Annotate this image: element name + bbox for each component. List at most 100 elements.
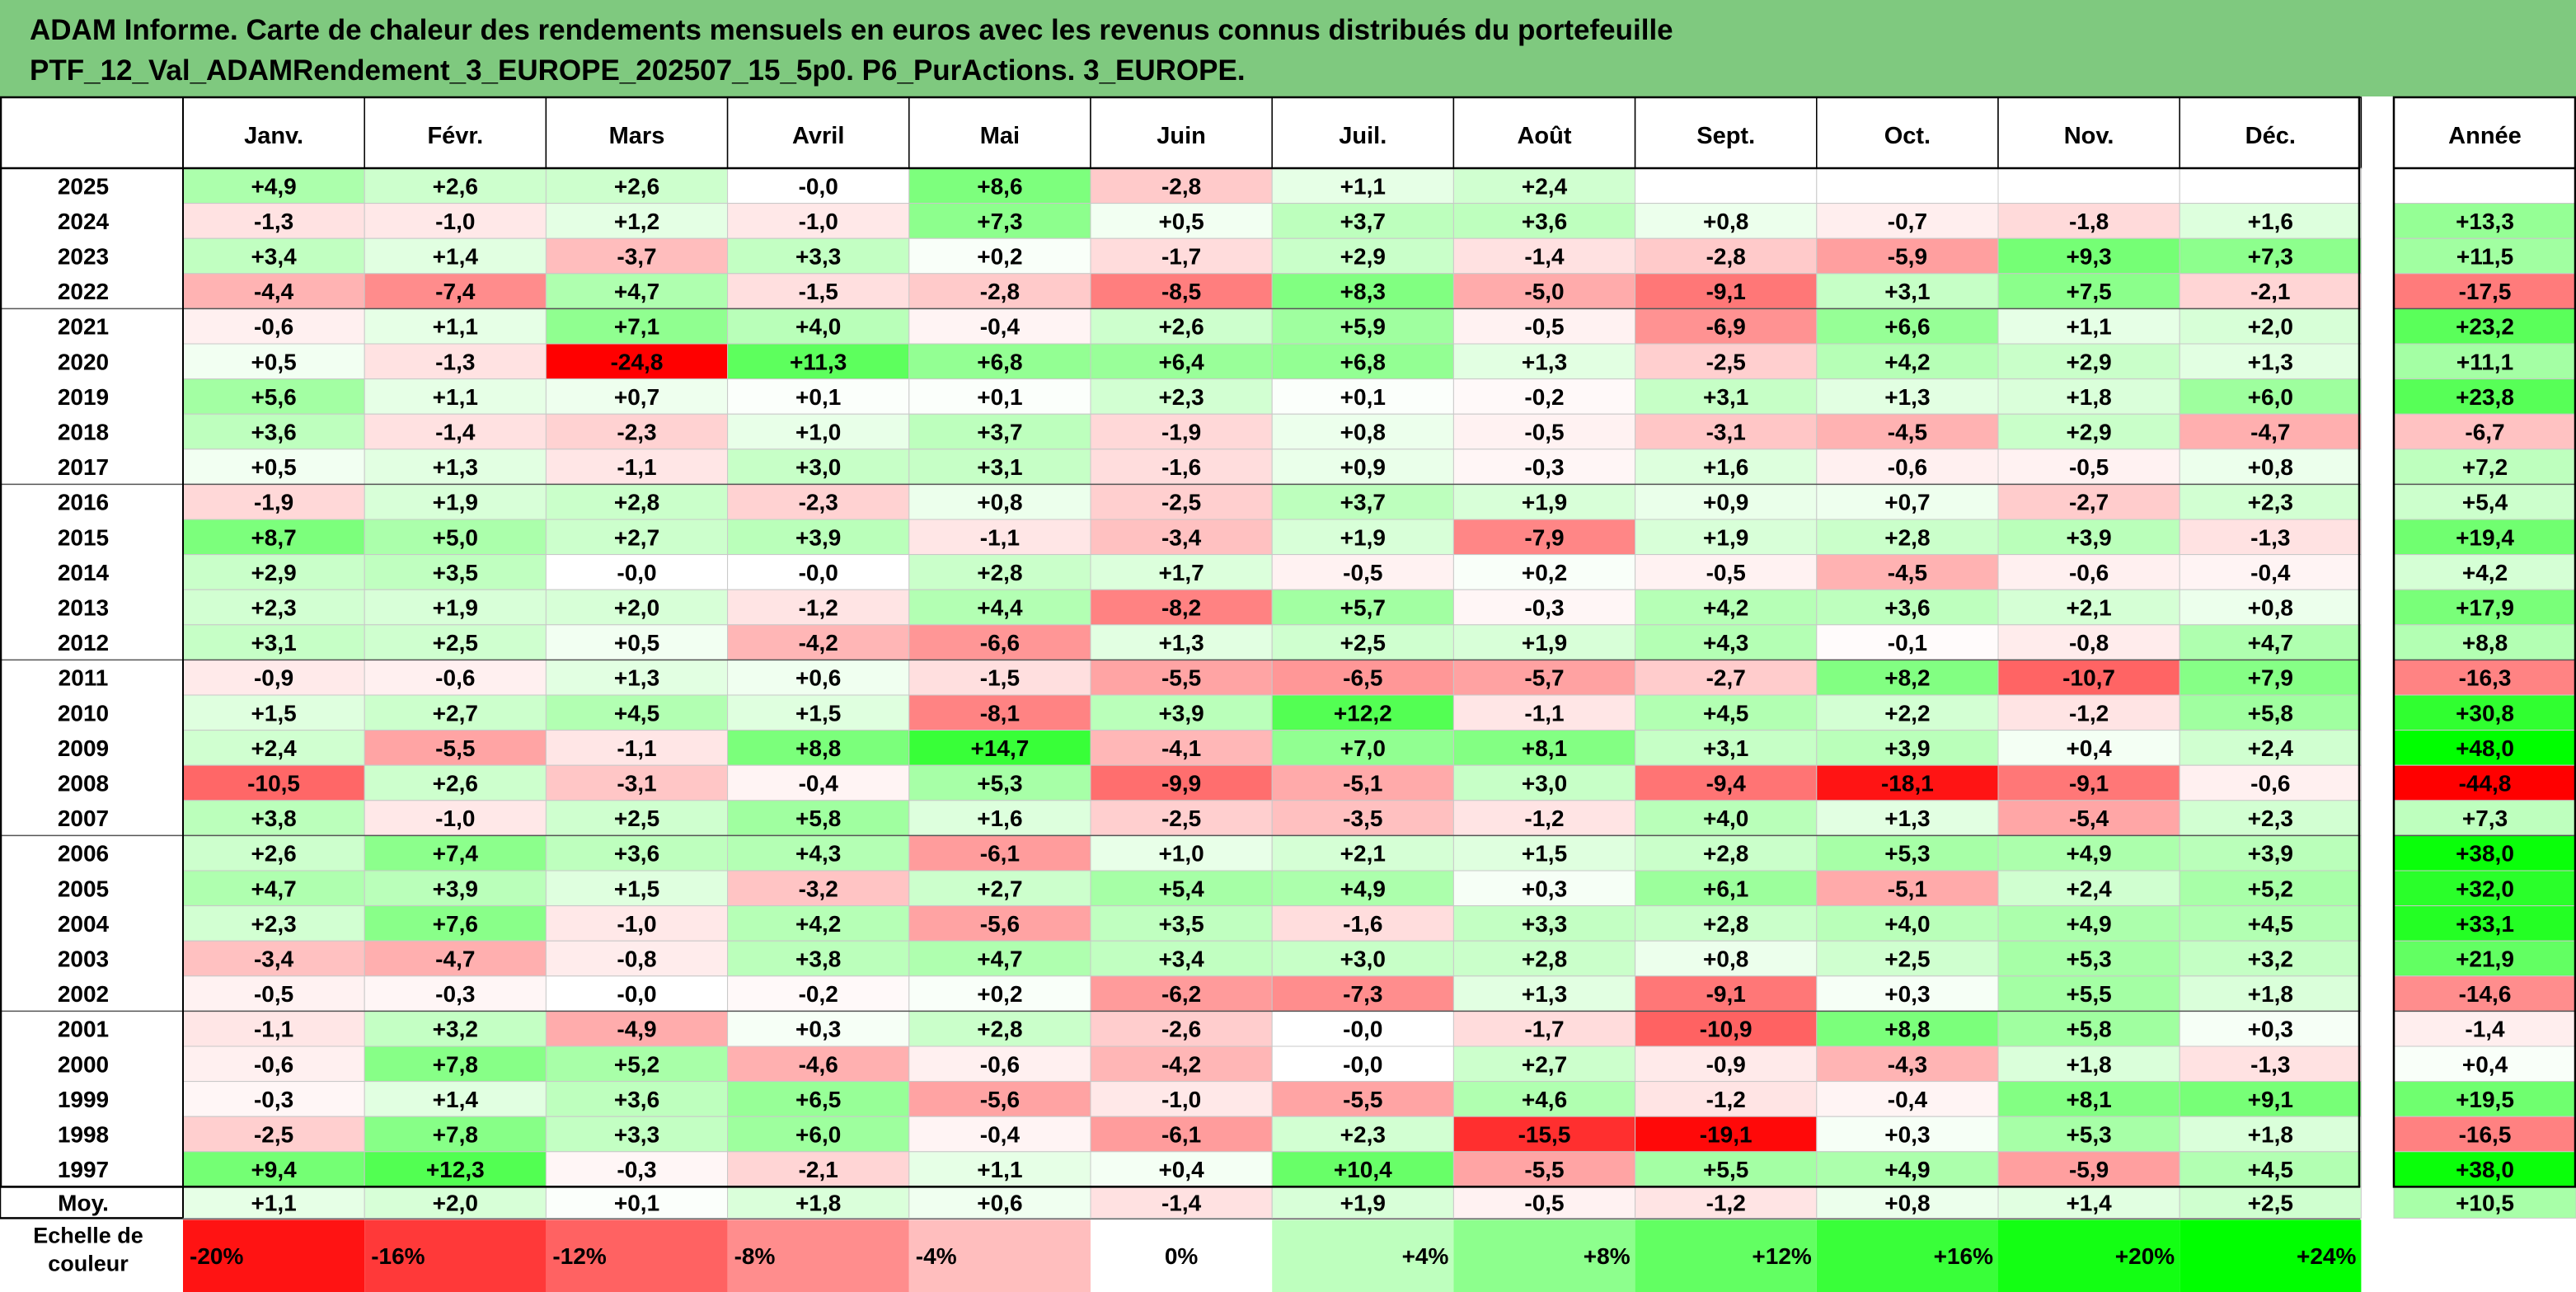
cell-value: -2,1 (2250, 279, 2290, 304)
heatmap-cell (1090, 800, 1273, 836)
year-label: 2012 (58, 630, 109, 655)
cell-value: +1,6 (2248, 209, 2293, 234)
cell-value: +1,3 (1522, 981, 1567, 1007)
heatmap-cell (1090, 975, 1273, 1012)
heatmap-cell (727, 1151, 910, 1187)
cell-value: -7,3 (1343, 981, 1382, 1007)
cell-value: -0,0 (617, 560, 656, 585)
cell-value: +2,9 (1340, 244, 1386, 270)
heatmap-cell (1997, 378, 2180, 415)
heatmap-cell (364, 975, 547, 1012)
scale-step-label: +12% (1752, 1243, 1811, 1269)
heatmap-cell (727, 730, 910, 766)
heatmap-cell (1997, 870, 2180, 907)
cell-value: -5,9 (1888, 244, 1927, 270)
heatmap-cell (1452, 764, 1636, 801)
cell-value: +4,5 (2248, 1157, 2293, 1182)
cell-value: +7,0 (1340, 735, 1386, 761)
cell-value: +0,1 (977, 384, 1022, 410)
year-label: 2007 (58, 806, 109, 831)
cell-value: -4,2 (799, 630, 838, 655)
cell-value: +8,2 (1884, 665, 1930, 691)
cell-value: +3,0 (1522, 771, 1567, 796)
cell-value: -1,1 (1524, 700, 1564, 726)
cell-value: +3,4 (251, 244, 297, 270)
heatmap-cell (908, 273, 1091, 309)
cell-value: -6,2 (1161, 981, 1201, 1007)
heatmap-cell (727, 449, 910, 485)
cell-value: -4,6 (799, 1051, 838, 1077)
cell-value: +8,3 (1340, 279, 1386, 304)
year-label: 2013 (58, 595, 109, 621)
cell-value: +0,4 (2066, 735, 2112, 761)
cell-value: -0,8 (2069, 630, 2109, 655)
cell-value: +2,0 (2248, 314, 2293, 340)
heatmap-cell (1816, 624, 1999, 660)
cell-value: -0,5 (2069, 454, 2109, 480)
average-value: +1,1 (251, 1190, 296, 1215)
heatmap-cell (1090, 203, 1273, 239)
cell-value: +3,3 (1522, 911, 1567, 937)
heatmap-cell (182, 237, 365, 275)
cell-value: +0,8 (2248, 454, 2293, 480)
cell-value: +2,7 (614, 524, 659, 550)
cell-value: -2,1 (799, 1157, 838, 1182)
year-label: 2020 (58, 349, 109, 374)
cell-value: +2,8 (1703, 911, 1748, 937)
heatmap-cell (2179, 659, 2362, 696)
heatmap-cell (2179, 413, 2362, 450)
cell-value: +2,4 (2248, 735, 2294, 761)
year-label: 2010 (58, 700, 109, 726)
scale-label-line-1: Echelle de (33, 1223, 143, 1247)
cell-value: +0,1 (795, 384, 841, 410)
heatmap-cell (908, 659, 1091, 696)
annual-cell (2393, 449, 2576, 485)
heatmap-cell (1271, 167, 1454, 204)
cell-value: +4,2 (795, 911, 841, 937)
heatmap-cell (1997, 764, 2180, 801)
heatmap-cell (364, 378, 547, 415)
year-label: 2015 (58, 524, 109, 550)
average-value: +1,9 (1340, 1190, 1386, 1215)
cell-value: +5,3 (2066, 1122, 2111, 1148)
cell-value: +3,6 (1522, 209, 1567, 234)
cell-value: -0,6 (2250, 771, 2290, 796)
scale-swatch (1091, 1219, 1273, 1292)
cell-value: +1,5 (614, 876, 659, 901)
cell-value: +3,9 (1884, 735, 1930, 761)
scale-swatch (2180, 1219, 2362, 1292)
year-label: 2004 (58, 911, 110, 937)
heatmap-cell (1090, 624, 1273, 660)
cell-value: -9,1 (1706, 279, 1746, 304)
annual-cell (2393, 378, 2576, 415)
average-cell (908, 1186, 1091, 1219)
month-header: Déc. (2245, 123, 2296, 149)
cell-value: -2,8 (1706, 244, 1746, 270)
heatmap-cell (908, 308, 1091, 345)
heatmap-cell (908, 1045, 1091, 1083)
annual-value: -6,7 (2465, 420, 2504, 445)
cell-value: -0,9 (254, 665, 293, 691)
heatmap-cell (727, 273, 910, 309)
heatmap-cell (545, 413, 729, 450)
cell-value: -0,3 (254, 1087, 293, 1112)
cell-value: -0,8 (617, 947, 656, 972)
cell-value: -0,4 (2250, 560, 2291, 585)
year-label: 2008 (58, 771, 109, 796)
heatmap-cell (1271, 483, 1454, 520)
average-cell (182, 1186, 365, 1219)
year-label: 2022 (58, 279, 109, 304)
heatmap-cell (1090, 1081, 1273, 1117)
cell-value: -3,1 (1706, 420, 1746, 445)
annual-value: +38,0 (2456, 841, 2514, 867)
heatmap-cell (545, 870, 729, 907)
cell-value: -5,6 (980, 1087, 1020, 1112)
heatmap-cell (1816, 273, 1999, 309)
heatmap-cell (727, 624, 910, 660)
heatmap-cell (1816, 343, 1999, 380)
heatmap-cell (545, 940, 729, 977)
heatmap-cell (1271, 237, 1454, 275)
cell-value: -0,5 (1524, 420, 1564, 445)
heatmap-cell (1271, 800, 1454, 836)
cell-value: +0,7 (1884, 490, 1930, 515)
